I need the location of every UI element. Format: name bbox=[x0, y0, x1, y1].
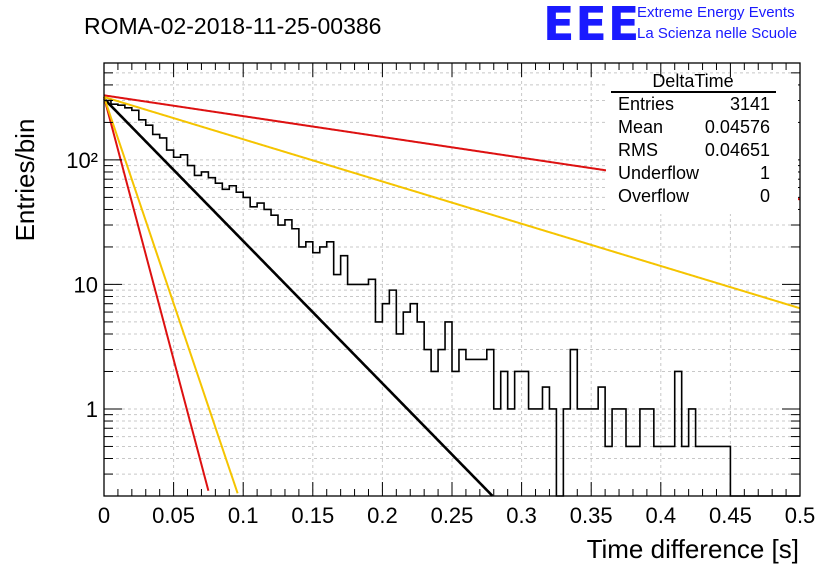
stats-value: 0.04576 bbox=[705, 117, 770, 137]
stats-box-bg bbox=[606, 82, 798, 214]
x-tick-label: 0.1 bbox=[228, 503, 259, 528]
y-tick-label: 10² bbox=[66, 148, 98, 173]
x-tick-label: 0.25 bbox=[431, 503, 474, 528]
y-axis-title: Entries/bin bbox=[10, 119, 40, 242]
x-tick-label: 0.3 bbox=[506, 503, 537, 528]
x-tick-label: 0.15 bbox=[291, 503, 334, 528]
eee-logo: EEE Extreme Energy Events La Scienza nel… bbox=[543, 0, 797, 51]
run-title: ROMA-02-2018-11-25-00386 bbox=[84, 13, 381, 39]
stats-box: DeltaTime Entries 3141 Mean 0.04576 RMS 0.046… bbox=[606, 71, 798, 214]
stats-label: Entries bbox=[618, 94, 674, 114]
x-tick-label: 0.4 bbox=[646, 503, 677, 528]
stats-label: Overflow bbox=[618, 186, 690, 206]
x-axis-title: Time difference [s] bbox=[587, 534, 799, 564]
fit-curve-3 bbox=[103, 96, 801, 310]
stats-value: 1 bbox=[760, 163, 770, 183]
x-tick-label: 0.35 bbox=[570, 503, 613, 528]
stats-label: Underflow bbox=[618, 163, 700, 183]
stats-value: 3141 bbox=[730, 94, 770, 114]
stats-label: RMS bbox=[618, 140, 658, 160]
stats-value: 0.04651 bbox=[705, 140, 770, 160]
x-tick-label: 0.5 bbox=[785, 503, 816, 528]
x-tick-label: 0.45 bbox=[709, 503, 752, 528]
logo-subtitle-1: Extreme Energy Events bbox=[637, 4, 795, 21]
stats-label: Mean bbox=[618, 117, 663, 137]
logo-subtitle-2: La Scienza nelle Scuole bbox=[637, 25, 797, 42]
stats-title: DeltaTime bbox=[652, 71, 733, 91]
x-tick-label: 0 bbox=[98, 503, 110, 528]
histogram bbox=[104, 99, 800, 497]
histogram-steps bbox=[104, 99, 800, 497]
fit-curve-4 bbox=[103, 96, 210, 492]
stats-value: 0 bbox=[760, 186, 770, 206]
x-tick-label: 0.05 bbox=[152, 503, 195, 528]
y-tick-label: 1 bbox=[86, 397, 98, 422]
y-tick-label: 10 bbox=[74, 272, 98, 297]
logo-text: EEE bbox=[543, 0, 640, 51]
fit-curve-1 bbox=[103, 97, 494, 497]
x-axis: 0 0.05 0.1 0.15 0.2 0.25 0.3 0.35 0.4 0.45 0.5 bbox=[98, 63, 815, 528]
x-tick-label: 0.2 bbox=[367, 503, 398, 528]
fit-curve-5 bbox=[103, 96, 239, 494]
